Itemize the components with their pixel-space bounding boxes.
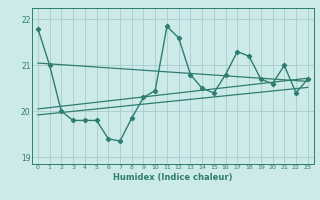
- X-axis label: Humidex (Indice chaleur): Humidex (Indice chaleur): [113, 173, 233, 182]
